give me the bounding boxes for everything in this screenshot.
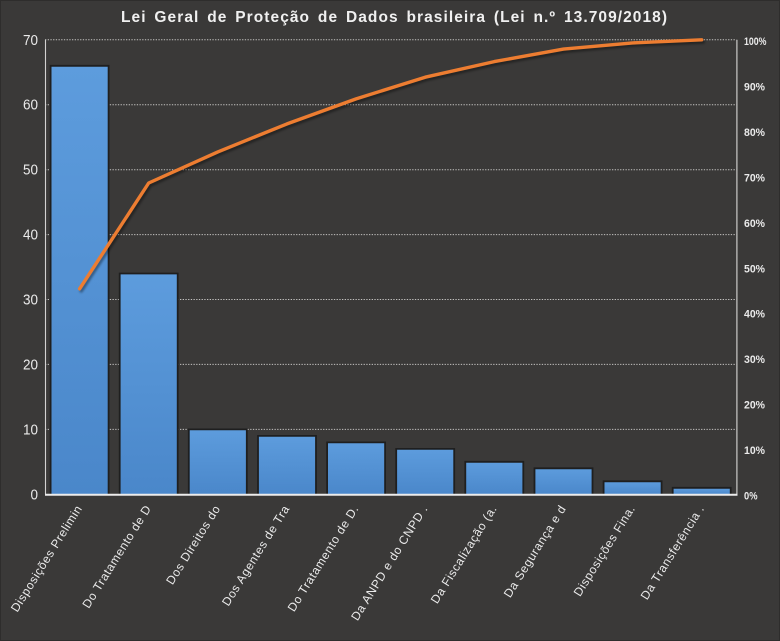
svg-text:90%: 90% — [744, 82, 765, 94]
svg-text:70%: 70% — [744, 172, 765, 184]
svg-text:40%: 40% — [744, 309, 765, 321]
svg-text:60: 60 — [23, 98, 38, 114]
svg-text:30: 30 — [23, 292, 38, 308]
svg-text:30%: 30% — [744, 354, 765, 366]
svg-text:0: 0 — [31, 487, 39, 503]
svg-text:20%: 20% — [744, 400, 765, 412]
svg-text:50%: 50% — [744, 263, 765, 275]
svg-text:60%: 60% — [744, 218, 765, 230]
svg-text:0%: 0% — [744, 491, 758, 503]
svg-text:50: 50 — [23, 163, 38, 179]
svg-text:40: 40 — [23, 228, 38, 244]
svg-text:100%: 100% — [744, 36, 767, 48]
svg-text:10%: 10% — [744, 445, 765, 457]
svg-text:20: 20 — [23, 357, 38, 373]
svg-text:10: 10 — [23, 422, 38, 438]
svg-text:80%: 80% — [744, 127, 765, 139]
svg-text:Lei Geral de Proteção de Dados: Lei Geral de Proteção de Dados brasileir… — [121, 9, 667, 26]
svg-text:70: 70 — [23, 33, 38, 49]
